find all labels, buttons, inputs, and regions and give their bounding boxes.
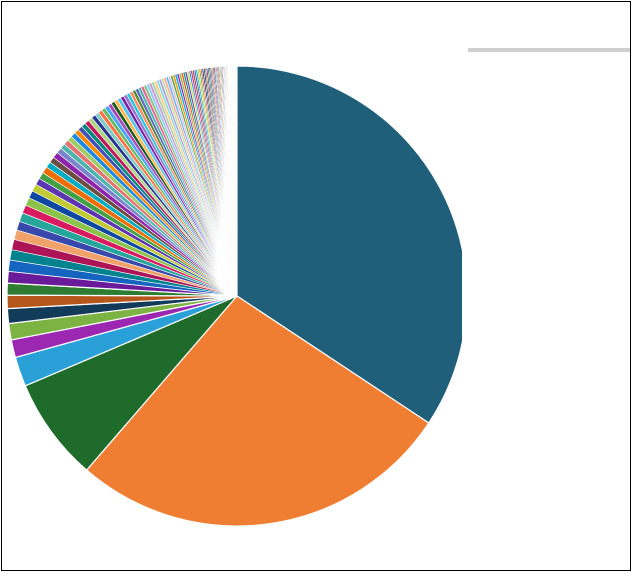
pie-chart xyxy=(2,2,462,576)
legend-header xyxy=(468,48,630,52)
legend xyxy=(468,48,630,548)
legend-items xyxy=(468,53,630,548)
